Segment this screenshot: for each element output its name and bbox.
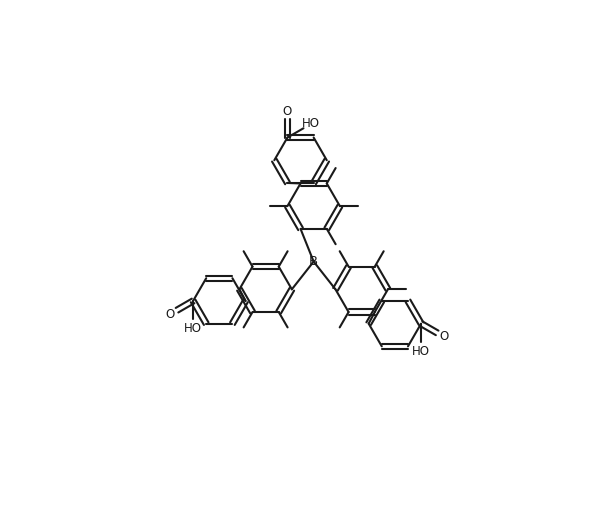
Text: HO: HO [412,345,430,358]
Text: B: B [309,255,318,268]
Text: O: O [283,105,292,118]
Text: O: O [439,330,449,343]
Text: O: O [166,308,175,320]
Text: HO: HO [302,117,320,130]
Text: HO: HO [184,322,202,335]
